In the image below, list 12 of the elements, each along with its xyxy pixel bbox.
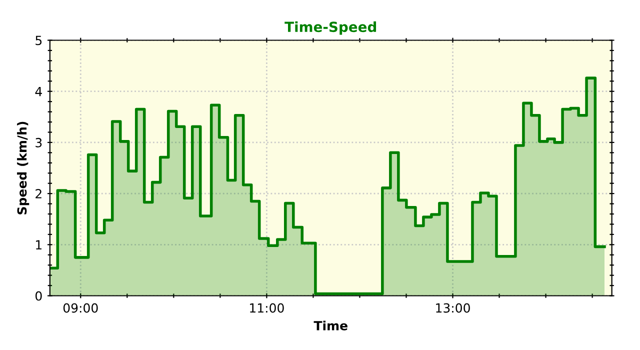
y-tick-label: 0 bbox=[36, 291, 42, 301]
x-axis-title: Time bbox=[314, 320, 348, 330]
x-tick-label: 13:00 bbox=[436, 303, 470, 313]
y-axis-title: Speed (km/h) bbox=[17, 122, 30, 214]
y-tick-label: 5 bbox=[36, 36, 42, 46]
y-tick-label: 3 bbox=[36, 138, 42, 148]
x-tick-label: 09:00 bbox=[63, 303, 98, 313]
y-tick-label: 4 bbox=[35, 86, 42, 96]
y-tick-label: 1 bbox=[36, 240, 42, 250]
chart-title: Time-Speed bbox=[284, 21, 376, 35]
x-tick-label: 11:00 bbox=[250, 303, 284, 313]
y-tick-label: 2 bbox=[36, 189, 42, 198]
